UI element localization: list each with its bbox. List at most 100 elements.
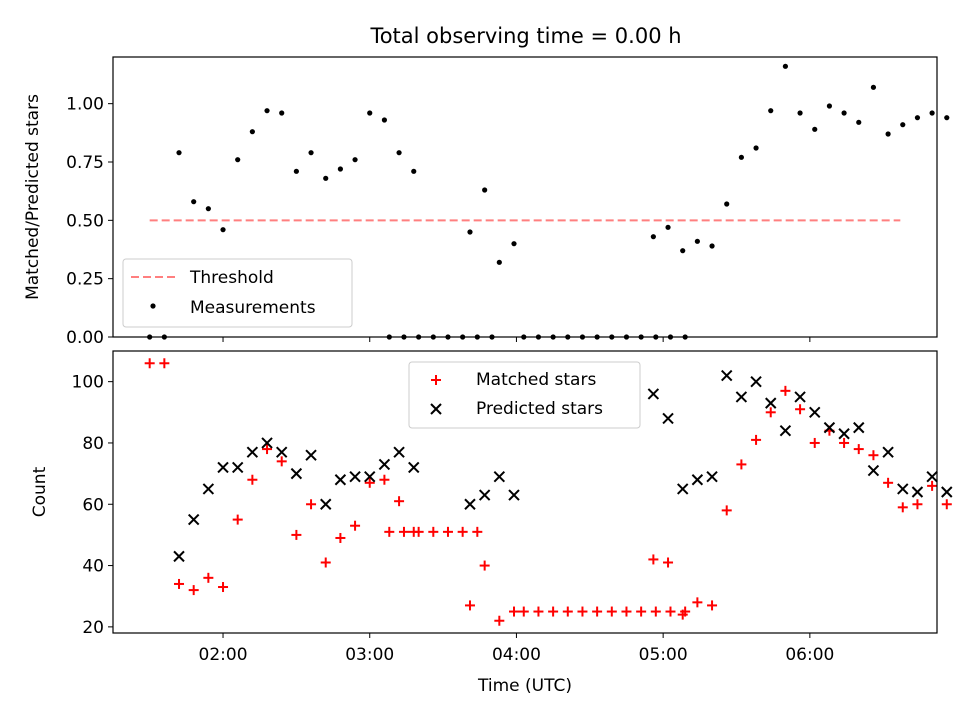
predicted-star-point xyxy=(882,446,894,458)
bottom-marks xyxy=(144,358,953,626)
predicted-star-point xyxy=(838,428,850,440)
matched-star-point xyxy=(665,606,676,617)
measurement-point xyxy=(680,248,686,254)
predicted-star-point xyxy=(305,449,317,461)
matched-star-point xyxy=(203,572,214,583)
legend-predicted-swatch xyxy=(430,403,442,415)
measurement-point xyxy=(870,84,877,90)
measurement-point xyxy=(797,110,803,116)
measurement-point xyxy=(496,259,502,265)
matched-star-point xyxy=(707,600,718,611)
measurement-point xyxy=(367,110,373,116)
measurement-point xyxy=(352,157,358,163)
matched-star-point xyxy=(276,456,287,467)
matched-star-point xyxy=(692,597,703,608)
matched-star-point xyxy=(736,459,747,470)
y-tick-label: 0.50 xyxy=(66,211,104,231)
matched-star-point xyxy=(457,526,468,537)
bottom-ylabel: Count xyxy=(30,466,50,517)
predicted-star-point xyxy=(926,470,938,483)
predicted-star-point xyxy=(320,498,332,510)
predicted-star-point xyxy=(721,369,733,382)
predicted-star-point xyxy=(334,474,347,486)
bottom-xlabel: Time (UTC) xyxy=(477,676,572,696)
x-tick-label: 02:00 xyxy=(199,645,248,665)
predicted-star-point xyxy=(290,467,303,480)
matched-star-point xyxy=(413,526,424,537)
predicted-star-point xyxy=(202,483,215,495)
bottom-legend: Matched stars Predicted stars xyxy=(408,361,641,429)
measurement-point xyxy=(694,238,700,244)
predicted-star-point xyxy=(662,412,674,425)
matched-star-point xyxy=(533,606,544,617)
matched-star-point xyxy=(636,606,647,617)
matched-star-point xyxy=(442,526,453,537)
matched-star-point xyxy=(577,606,588,617)
measurement-point xyxy=(738,154,744,160)
predicted-star-point xyxy=(941,486,953,498)
measurement-point xyxy=(724,201,730,207)
top-marks xyxy=(147,63,950,340)
measurement-point xyxy=(944,115,950,121)
y-tick-label: 20 xyxy=(82,618,104,638)
matched-star-point xyxy=(291,529,302,540)
matched-star-point xyxy=(868,450,879,461)
matched-star-point xyxy=(174,578,185,589)
matched-star-point xyxy=(780,385,791,396)
measurement-point xyxy=(900,122,906,128)
matched-star-point xyxy=(650,606,661,617)
measurement-point xyxy=(176,150,182,156)
matched-star-point xyxy=(721,505,732,516)
matched-star-point xyxy=(218,582,229,593)
y-tick-label: 80 xyxy=(82,434,104,454)
bottom-legend-box xyxy=(408,361,641,429)
measurement-point xyxy=(826,103,833,109)
predicted-star-point xyxy=(217,461,229,474)
matched-star-point xyxy=(494,615,505,626)
x-tick-label: 05:00 xyxy=(639,645,688,665)
y-tick-label: 100 xyxy=(72,373,104,393)
matched-star-point xyxy=(677,609,688,620)
bottom-panel: 20 40 60 80 100 02:00 03:00 04:00 05:00 06:00 Cou… xyxy=(30,350,953,696)
measurement-point xyxy=(929,110,935,116)
predicted-star-point xyxy=(779,424,792,437)
matched-star-point xyxy=(508,606,519,617)
matched-star-point xyxy=(765,407,776,418)
measurement-point xyxy=(220,227,226,233)
matched-star-point xyxy=(927,480,938,491)
top-ticks: 0.00 0.25 0.50 0.75 1.00 xyxy=(66,95,811,348)
measurement-point xyxy=(841,110,847,116)
matched-star-point xyxy=(621,606,632,617)
measurement-point xyxy=(249,129,255,135)
measurement-point xyxy=(279,110,285,116)
predicted-star-point xyxy=(897,483,909,495)
measurement-point xyxy=(467,229,473,235)
matched-star-point xyxy=(751,434,762,445)
measurement-point xyxy=(768,108,774,114)
measurement-point xyxy=(482,187,488,193)
measurement-point xyxy=(650,234,656,240)
legend-threshold-label: Threshold xyxy=(189,268,274,288)
matched-star-point xyxy=(188,585,199,596)
measurement-point xyxy=(396,150,402,156)
matched-star-point xyxy=(897,502,908,513)
matched-star-point xyxy=(479,560,490,571)
measurement-point xyxy=(856,119,862,125)
predicted-star-point xyxy=(750,375,762,388)
matched-star-point xyxy=(398,526,409,537)
top-ylabel: Matched/Predicted stars xyxy=(23,94,43,300)
measurement-point xyxy=(511,241,517,247)
predicted-star-point xyxy=(911,486,924,498)
predicted-star-point xyxy=(493,470,506,483)
predicted-star-point xyxy=(231,461,244,474)
matched-star-point xyxy=(883,477,894,488)
predicted-star-point xyxy=(187,513,200,526)
predicted-star-point xyxy=(735,391,748,403)
matched-star-point xyxy=(472,526,483,537)
y-tick-label: 0.75 xyxy=(66,153,104,173)
measurement-point xyxy=(709,243,715,249)
matched-star-point xyxy=(548,606,559,617)
matched-star-point xyxy=(912,499,923,510)
matched-star-point xyxy=(648,554,659,565)
